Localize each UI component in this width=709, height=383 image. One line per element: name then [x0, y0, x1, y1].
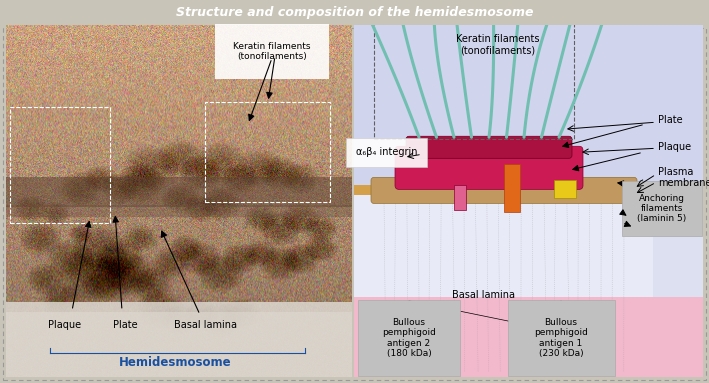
- FancyBboxPatch shape: [406, 136, 572, 158]
- Bar: [354, 25, 700, 377]
- Bar: [6, 25, 352, 377]
- FancyBboxPatch shape: [508, 300, 615, 376]
- Text: Basal lamina: Basal lamina: [174, 320, 237, 330]
- Text: Anchoring
filaments
(laminin 5): Anchoring filaments (laminin 5): [637, 193, 686, 223]
- Bar: [6, 302, 352, 377]
- Text: Bullous
pemphigoid
antigen 1
(230 kDa): Bullous pemphigoid antigen 1 (230 kDa): [534, 318, 588, 358]
- Bar: [354, 25, 703, 377]
- FancyBboxPatch shape: [395, 146, 583, 190]
- Bar: [554, 180, 576, 198]
- Bar: [205, 102, 330, 203]
- Bar: [6, 177, 352, 208]
- Text: α₆β₄ integrin: α₆β₄ integrin: [356, 147, 418, 157]
- Bar: [354, 185, 653, 195]
- FancyBboxPatch shape: [358, 300, 460, 376]
- Bar: [374, 9, 574, 139]
- Text: Plate: Plate: [658, 115, 683, 125]
- Text: Bullous
pemphigoid
antigen 2
(180 kDa): Bullous pemphigoid antigen 2 (180 kDa): [382, 318, 436, 358]
- FancyBboxPatch shape: [622, 182, 702, 236]
- Text: Hemidesmosome: Hemidesmosome: [118, 357, 231, 370]
- Text: Plaque: Plaque: [48, 320, 82, 330]
- Text: Keratin filaments
(tonofilaments): Keratin filaments (tonofilaments): [233, 42, 311, 61]
- Bar: [10, 107, 110, 223]
- Bar: [354, 297, 703, 377]
- Bar: [504, 164, 520, 213]
- FancyBboxPatch shape: [371, 177, 637, 203]
- Text: Structure and composition of the hemidesmosome: Structure and composition of the hemides…: [176, 6, 533, 19]
- Text: Keratin filaments
(tonofilaments): Keratin filaments (tonofilaments): [457, 34, 540, 56]
- Bar: [454, 185, 466, 211]
- Bar: [354, 25, 703, 187]
- Bar: [6, 205, 352, 218]
- Text: Plasma
membrane: Plasma membrane: [658, 167, 709, 188]
- Text: Plaque: Plaque: [658, 142, 691, 152]
- Text: Plate: Plate: [113, 320, 138, 330]
- Bar: [6, 312, 352, 377]
- Bar: [354, 195, 653, 297]
- Text: Basal lamina: Basal lamina: [452, 290, 515, 300]
